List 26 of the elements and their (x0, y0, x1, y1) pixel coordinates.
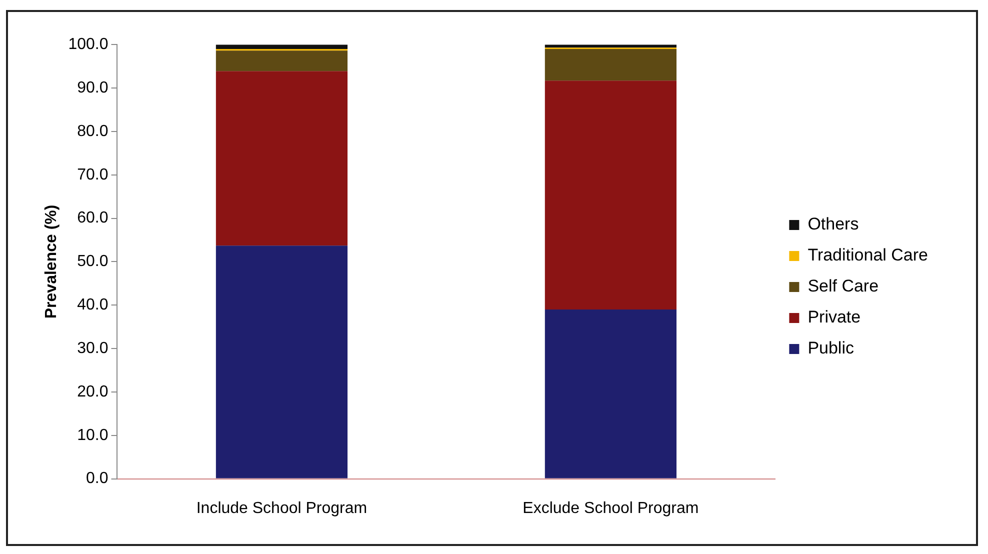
legend-label: Others (808, 214, 859, 234)
bar (216, 246, 348, 478)
y-tick-label: 30.0 (77, 340, 108, 357)
y-tick-label: 40.0 (77, 296, 108, 314)
bar (216, 50, 348, 72)
y-tick-label: 100.0 (68, 36, 108, 54)
legend-label: Traditional Care (808, 246, 928, 265)
x-tick-label: Include School Program (196, 500, 368, 517)
y-tick-label: 70.0 (77, 166, 108, 184)
y-tick-label: 20.0 (77, 383, 108, 400)
x-tick-label: Exclude School Program (522, 500, 699, 517)
legend-label: Self Care (808, 276, 879, 296)
y-tick-label: 10.0 (77, 426, 108, 444)
bar (216, 71, 348, 246)
y-axis-title: Prevalence (%) (43, 204, 60, 319)
legend-label: Private (808, 308, 861, 327)
y-tick-label: 50.0 (77, 253, 108, 270)
bar (216, 44, 348, 49)
y-tick-label: 60.0 (77, 210, 108, 227)
y-tick-label: 0.0 (86, 470, 108, 488)
bar (544, 309, 676, 478)
bar (544, 80, 676, 310)
bar (544, 48, 676, 81)
legend-label: Public (808, 338, 854, 358)
y-tick-label: 90.0 (77, 79, 108, 96)
y-tick-label: 80.0 (77, 122, 108, 140)
